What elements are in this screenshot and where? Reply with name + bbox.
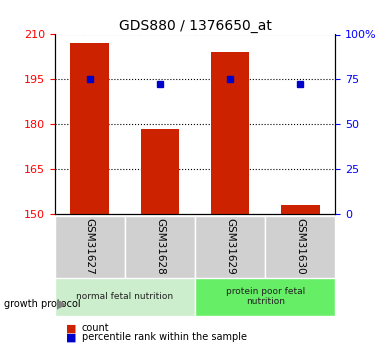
Text: ■: ■	[66, 333, 77, 342]
Bar	[55, 278, 195, 316]
Bar	[71, 43, 109, 214]
Text: GSM31630: GSM31630	[295, 218, 305, 275]
Bar	[195, 278, 335, 316]
Bar	[140, 129, 179, 214]
Text: GSM31627: GSM31627	[85, 218, 95, 275]
Bar	[265, 216, 335, 278]
Bar	[125, 216, 195, 278]
Text: percentile rank within the sample: percentile rank within the sample	[82, 333, 247, 342]
Text: protein poor fetal
nutrition: protein poor fetal nutrition	[225, 287, 305, 306]
Text: GDS880 / 1376650_at: GDS880 / 1376650_at	[119, 19, 271, 33]
Bar	[55, 216, 125, 278]
Text: GSM31628: GSM31628	[155, 218, 165, 275]
Bar	[281, 205, 320, 214]
Bar	[211, 52, 250, 214]
Bar	[195, 216, 265, 278]
Text: ▶: ▶	[57, 298, 66, 311]
Text: count: count	[82, 324, 110, 333]
Text: growth protocol: growth protocol	[4, 299, 80, 309]
Text: ■: ■	[66, 324, 77, 333]
Text: normal fetal nutrition: normal fetal nutrition	[76, 292, 174, 301]
Text: GSM31629: GSM31629	[225, 218, 235, 275]
